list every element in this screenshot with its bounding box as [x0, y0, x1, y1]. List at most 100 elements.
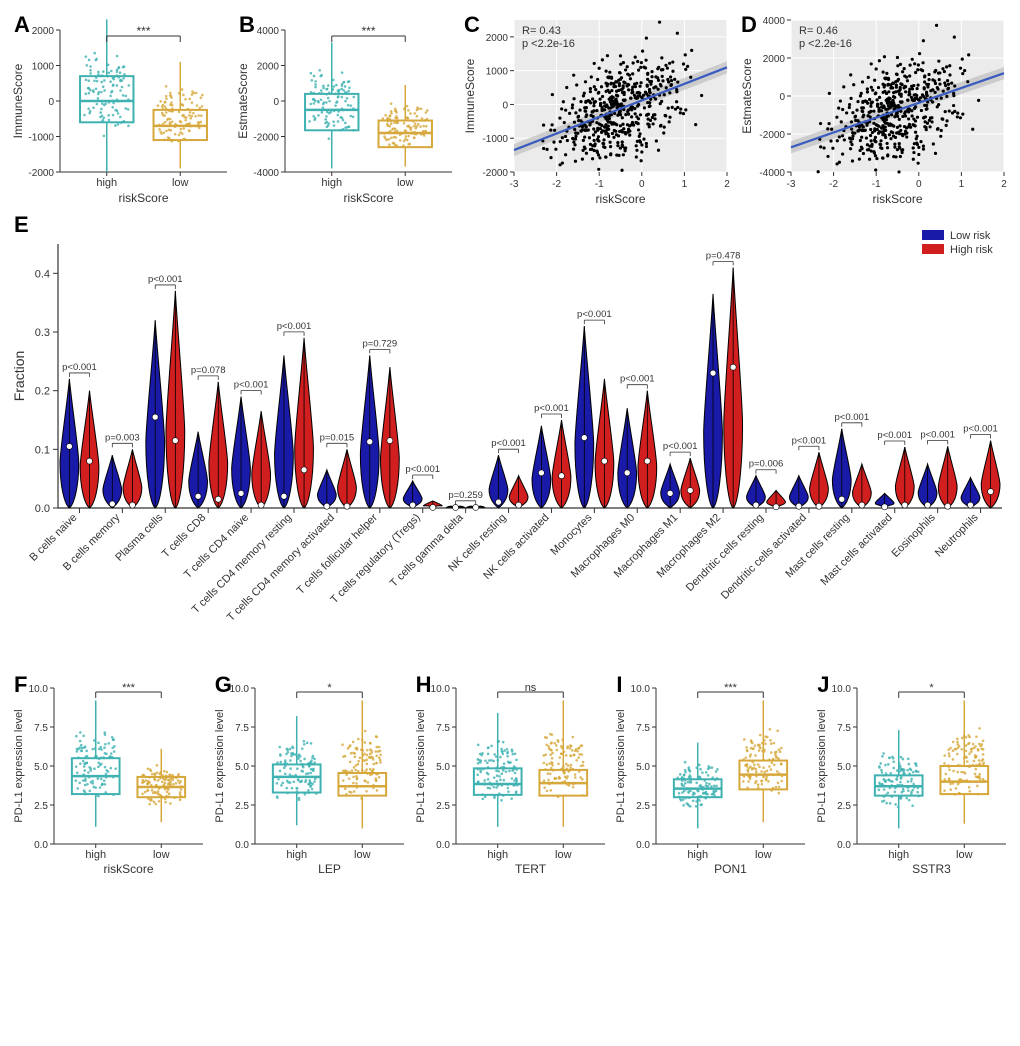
svg-text:high: high	[487, 849, 508, 861]
svg-text:0.0: 0.0	[35, 503, 50, 515]
svg-text:2000: 2000	[257, 62, 280, 73]
svg-text:7.5: 7.5	[235, 723, 249, 734]
svg-text:low: low	[172, 177, 189, 189]
svg-text:high: high	[889, 849, 910, 861]
svg-text:***: ***	[136, 24, 150, 38]
svg-text:-3: -3	[787, 179, 796, 190]
svg-text:R= 0.43: R= 0.43	[522, 25, 561, 37]
svg-text:PD-L1 expression level: PD-L1 expression level	[214, 709, 226, 822]
svg-text:2: 2	[724, 179, 730, 190]
svg-text:***: ***	[122, 682, 136, 694]
svg-text:p=0.729: p=0.729	[363, 338, 398, 349]
panel-label-I: I	[616, 672, 622, 698]
svg-text:-2: -2	[552, 179, 561, 190]
svg-text:PON1: PON1	[715, 862, 748, 876]
panel-label-D: D	[741, 12, 757, 38]
svg-text:7.5: 7.5	[34, 723, 48, 734]
svg-text:0.2: 0.2	[35, 386, 50, 398]
svg-text:p=0.259: p=0.259	[448, 490, 483, 501]
svg-text:4000: 4000	[257, 26, 280, 37]
svg-text:0.0: 0.0	[837, 840, 851, 851]
svg-text:2.5: 2.5	[34, 801, 48, 812]
svg-text:2: 2	[1001, 179, 1007, 190]
svg-text:0: 0	[779, 92, 785, 103]
svg-text:Neutrophils: Neutrophils	[933, 511, 981, 559]
svg-text:p<0.001: p<0.001	[920, 429, 955, 440]
svg-text:riskScore: riskScore	[872, 192, 922, 206]
svg-text:Dendritic cells activated: Dendritic cells activated	[719, 512, 809, 602]
svg-text:p<0.001: p<0.001	[234, 380, 269, 391]
svg-text:p<0.001: p<0.001	[663, 441, 698, 452]
panel-J: J0.02.55.07.510.0highlow*PD-L1 expressio…	[811, 668, 1012, 878]
svg-text:R= 0.46: R= 0.46	[799, 25, 838, 37]
svg-text:***: ***	[724, 682, 738, 694]
svg-text:riskScore: riskScore	[343, 191, 393, 205]
svg-text:PD-L1 expression level: PD-L1 expression level	[816, 709, 828, 822]
svg-text:High risk: High risk	[950, 244, 993, 256]
svg-text:PD-L1 expression level: PD-L1 expression level	[415, 709, 427, 822]
svg-text:0.0: 0.0	[436, 840, 450, 851]
svg-text:*: *	[327, 682, 332, 694]
svg-text:p<0.001: p<0.001	[577, 309, 612, 320]
svg-text:0: 0	[48, 97, 54, 108]
svg-text:PD-L1 expression level: PD-L1 expression level	[13, 709, 25, 822]
svg-text:10.0: 10.0	[29, 684, 49, 695]
svg-text:-2000: -2000	[253, 133, 279, 144]
panel-C: C-3-2-1012-2000-1000010002000R= 0.43p <2…	[458, 8, 735, 208]
svg-text:0.3: 0.3	[35, 327, 50, 339]
svg-text:7.5: 7.5	[636, 723, 650, 734]
panel-label-J: J	[817, 672, 829, 698]
svg-text:ImmuneScore: ImmuneScore	[463, 58, 477, 133]
panel-label-A: A	[14, 12, 30, 38]
svg-text:0.0: 0.0	[34, 840, 48, 851]
svg-text:2.5: 2.5	[837, 801, 851, 812]
panel-label-C: C	[464, 12, 480, 38]
svg-text:-1000: -1000	[28, 133, 54, 144]
svg-text:TERT: TERT	[515, 862, 547, 876]
svg-text:7.5: 7.5	[436, 723, 450, 734]
figure: A -2000 -1000 0 1 0 0 0 2000 high low *** ImmuneScor…	[8, 8, 1012, 878]
svg-text:p<0.001: p<0.001	[491, 438, 526, 449]
svg-text:high: high	[688, 849, 709, 861]
svg-text:-1: -1	[872, 179, 881, 190]
svg-text:p <2.2e-16: p <2.2e-16	[522, 38, 575, 50]
svg-text:10.0: 10.0	[631, 684, 651, 695]
svg-text:-2000: -2000	[482, 168, 508, 179]
panel-label-E: E	[14, 212, 29, 238]
svg-text:0.1: 0.1	[35, 444, 50, 456]
svg-text:0.0: 0.0	[235, 840, 249, 851]
svg-text:-2: -2	[829, 179, 838, 190]
svg-text:p=0.006: p=0.006	[749, 459, 784, 470]
panel-E: E 0.0 0.1 0.2 0.3 0.4 Low risk High risk p<0.001…	[8, 208, 1012, 668]
svg-text:5.0: 5.0	[837, 762, 851, 773]
svg-text:2000: 2000	[32, 26, 55, 37]
svg-text:Low risk: Low risk	[950, 230, 991, 242]
svg-text:low: low	[555, 849, 572, 861]
panel-B: B-4000-2000020004000highlow***EstmateSco…	[233, 8, 458, 208]
panel-label-F: F	[14, 672, 27, 698]
svg-text:1: 1	[682, 179, 688, 190]
svg-text:p<0.001: p<0.001	[835, 412, 870, 423]
panel-label-B: B	[239, 12, 255, 38]
svg-text:p=0.015: p=0.015	[320, 432, 355, 443]
svg-text:0: 0	[639, 179, 645, 190]
svg-text:2000: 2000	[486, 33, 509, 44]
svg-text:-4000: -4000	[759, 168, 785, 179]
svg-text:ns: ns	[524, 682, 536, 694]
svg-text:p<0.001: p<0.001	[405, 464, 440, 475]
svg-text:5.0: 5.0	[436, 762, 450, 773]
svg-text:2.5: 2.5	[436, 801, 450, 812]
svg-text:*: *	[930, 682, 935, 694]
svg-text:low: low	[354, 849, 371, 861]
svg-text:0.4: 0.4	[35, 268, 50, 280]
svg-text:-3: -3	[510, 179, 519, 190]
svg-text:p<0.001: p<0.001	[792, 435, 827, 446]
svg-text:0: 0	[502, 100, 508, 111]
svg-text:7.5: 7.5	[837, 723, 851, 734]
panel-D: D-3-2-1012-4000-2000020004000R= 0.46p <2…	[735, 8, 1012, 208]
svg-text:p<0.001: p<0.001	[877, 430, 912, 441]
svg-text:low: low	[956, 849, 973, 861]
svg-text:0.0: 0.0	[636, 840, 650, 851]
svg-text:p<0.001: p<0.001	[62, 362, 97, 373]
svg-text:10.0: 10.0	[430, 684, 450, 695]
